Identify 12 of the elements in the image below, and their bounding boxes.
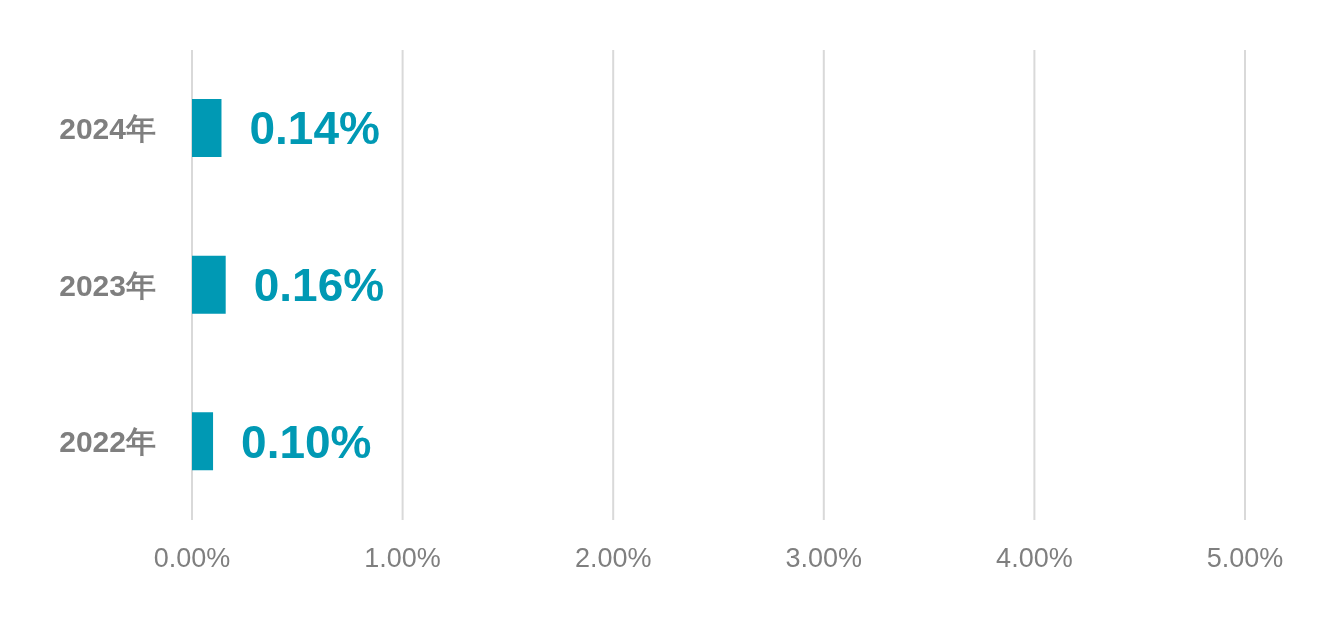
y-tick-label: 2023年 [59,268,156,302]
data-label: 0.16% [253,259,385,311]
x-tick-label: 5.00% [1206,543,1284,574]
x-tick-label: 2.00% [574,543,652,574]
y-tick-label: 2024年 [59,111,156,145]
x-tick-label: 3.00% [785,543,863,574]
data-label: 0.14% [249,102,380,155]
x-tick-label: 4.00% [996,543,1073,574]
x-tick-label: 0.00% [153,543,231,574]
y-tick-label: 2022年 [59,425,156,459]
data-label: 0.10% [241,415,372,468]
x-tick-label: 1.00% [364,543,441,574]
